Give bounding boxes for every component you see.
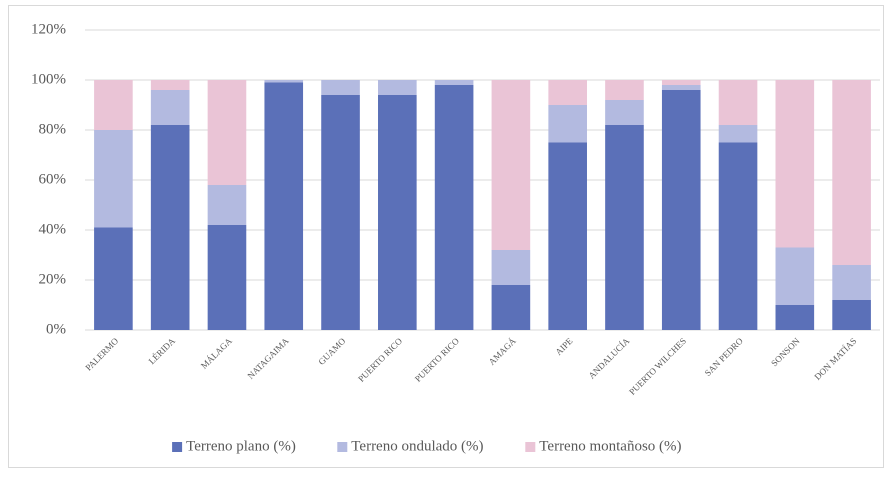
bar-segment — [775, 305, 815, 330]
y-tick-label: 20% — [39, 271, 67, 287]
bar-segment — [605, 100, 644, 125]
bar-segment — [661, 90, 701, 330]
legend-label: Terreno plano (%) — [186, 438, 296, 454]
y-tick-label: 80% — [39, 121, 67, 137]
bar-segment — [150, 90, 190, 125]
legend-swatch — [337, 442, 348, 452]
bar-segment — [434, 80, 474, 85]
bar-segment — [150, 125, 190, 330]
bar-segment — [548, 142, 587, 330]
bar-segment — [378, 80, 417, 95]
y-tick-label: 0% — [46, 321, 66, 337]
bar-segment — [718, 142, 758, 330]
bar-segment — [264, 80, 304, 83]
legend-swatch — [172, 442, 183, 452]
bar-segment — [207, 80, 247, 185]
bar-segment — [94, 130, 133, 228]
bar-segment — [207, 225, 247, 330]
bar-segment — [718, 125, 758, 143]
bar-segment — [491, 80, 531, 250]
bar-segment — [775, 80, 815, 248]
bar-segment — [548, 80, 587, 105]
y-tick-label: 40% — [39, 221, 67, 237]
bar-segment — [605, 125, 644, 330]
bar-segment — [775, 247, 815, 305]
bar-segment — [718, 80, 758, 125]
legend-label: Terreno montañoso (%) — [539, 438, 681, 454]
bar-segment — [605, 80, 644, 100]
bar-segment — [94, 227, 133, 330]
bar-segment — [491, 250, 531, 285]
bar-segment — [94, 80, 133, 130]
bar-segment — [378, 95, 417, 330]
y-tick-label: 120% — [31, 21, 66, 37]
bar-segment — [832, 265, 871, 300]
bar-segment — [207, 185, 247, 225]
bar-segment — [321, 95, 360, 330]
bar-segment — [434, 85, 474, 330]
bar-segment — [264, 82, 304, 330]
bar-segment — [321, 80, 360, 95]
legend-label: Terreno ondulado (%) — [351, 438, 483, 454]
bar-segment — [832, 300, 871, 330]
bar-segment — [491, 285, 531, 330]
y-tick-label: 60% — [39, 171, 67, 187]
y-tick-label: 100% — [31, 71, 66, 87]
bar-segment — [548, 105, 587, 143]
bar-segment — [832, 80, 871, 265]
bar-segment — [661, 80, 701, 85]
bar-segment — [661, 85, 701, 90]
bar-segment — [150, 80, 190, 90]
legend-swatch — [525, 442, 536, 452]
